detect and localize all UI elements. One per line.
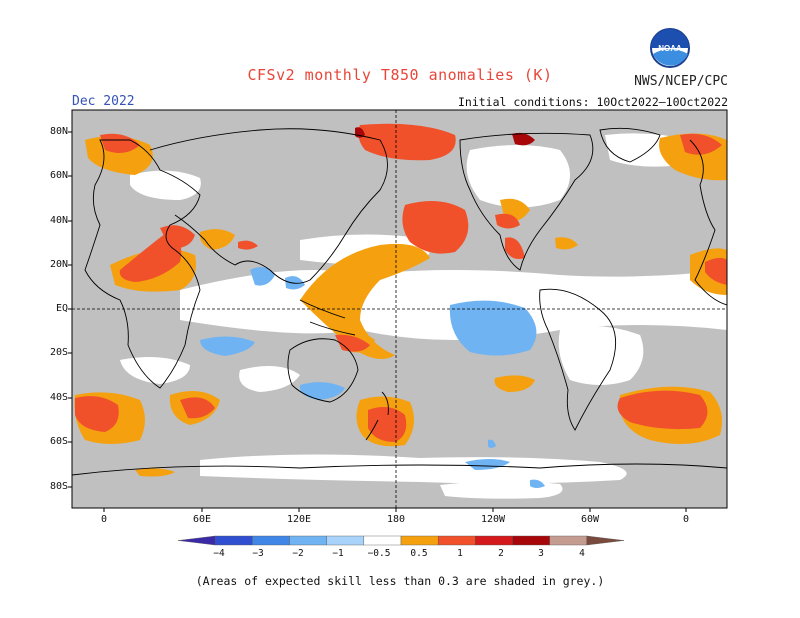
colorbar-label: 0.5	[410, 548, 428, 559]
colorbar-label: −1	[332, 548, 344, 559]
colorbar-segment	[437, 535, 476, 546]
lon-tick-label: 60W	[580, 514, 600, 525]
colorbar-segment	[252, 535, 290, 546]
colorbar-label: −3	[252, 548, 264, 559]
colorbar-segment	[289, 535, 327, 546]
colorbar-segment	[326, 535, 365, 546]
lon-tick-label: 120E	[286, 514, 312, 525]
colorbar-segment	[475, 535, 513, 546]
lat-tick-label: 60S	[49, 436, 68, 447]
colorbar-segment	[400, 535, 439, 546]
lat-tick-label: 40N	[49, 215, 68, 226]
map-title: CFSv2 monthly T850 anomalies (K)	[247, 66, 553, 84]
colorbar-segment	[363, 535, 402, 546]
axis-ticks	[68, 131, 687, 512]
cool-anomaly-weak	[200, 266, 545, 488]
lon-tick-label: 120W	[480, 514, 506, 525]
colorbar-label: 1	[457, 548, 463, 559]
skill-footnote: (Areas of expected skill less than 0.3 a…	[195, 574, 605, 588]
colorbar-segment	[549, 535, 588, 546]
lat-tick-label: 20N	[49, 259, 68, 270]
colorbar-label: 2	[498, 548, 504, 559]
lon-tick-label: 180	[386, 514, 406, 525]
warm-anomaly-mid	[75, 123, 727, 442]
lat-tick-label: EQ	[55, 303, 68, 314]
colorbar-segment	[586, 535, 625, 546]
initial-conditions: Initial conditions: 10Oct2022–10Oct2022	[457, 95, 728, 109]
lat-tick-label: 80S	[49, 481, 68, 492]
lon-tick-label: 0	[682, 514, 690, 525]
lat-tick-label: 40S	[49, 392, 68, 403]
coastlines	[72, 127, 727, 476]
agency-label: NWS/NCEP/CPC	[634, 74, 728, 89]
lon-tick-label: 0	[100, 514, 108, 525]
lat-tick-label: 20S	[49, 347, 68, 358]
forecast-period: Dec 2022	[72, 94, 135, 109]
colorbar-segment	[512, 535, 550, 546]
lon-tick-label: 60E	[192, 514, 212, 525]
colorbar-label: 4	[579, 548, 585, 559]
colorbar-label: −2	[292, 548, 304, 559]
colorbar-segment	[177, 535, 216, 546]
lat-tick-label: 60N	[49, 170, 68, 181]
colorbar-label: −4	[213, 548, 225, 559]
lat-tick-label: 80N	[49, 126, 68, 137]
colorbar-label: −0.5	[367, 548, 391, 559]
colorbar-label: 3	[538, 548, 544, 559]
colorbar-segment	[214, 535, 253, 546]
